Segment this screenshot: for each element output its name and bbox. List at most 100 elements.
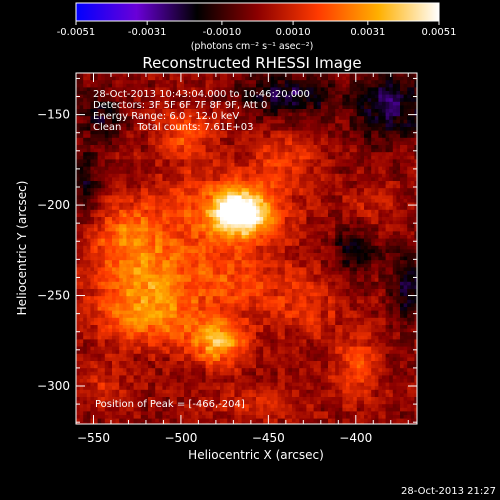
heatmap-cell	[191, 87, 196, 92]
heatmap-cell	[137, 112, 142, 117]
heatmap-cell	[353, 112, 358, 117]
heatmap-cell	[331, 98, 336, 103]
heatmap-cell	[191, 199, 196, 203]
heatmap-cell	[234, 134, 239, 139]
heatmap-cell	[288, 73, 293, 77]
heatmap-cell	[371, 238, 376, 243]
heatmap-cell	[367, 184, 372, 189]
heatmap-cell	[270, 206, 275, 211]
heatmap-cell	[356, 141, 361, 146]
heatmap-cell	[112, 94, 116, 99]
heatmap-cell	[302, 94, 307, 99]
heatmap-cell	[94, 152, 98, 157]
heatmap-cell	[400, 145, 404, 149]
heatmap-cell	[281, 177, 286, 182]
heatmap-cell	[223, 94, 228, 99]
heatmap-cell	[184, 249, 188, 254]
heatmap-cell	[104, 213, 109, 218]
heatmap-cell	[162, 188, 167, 193]
heatmap-cell	[169, 130, 174, 135]
heatmap-cell	[220, 231, 224, 236]
heatmap-cell	[284, 245, 289, 250]
heatmap-cell	[162, 73, 167, 77]
heatmap-cell	[360, 238, 365, 243]
heatmap-cell	[270, 148, 275, 153]
heatmap-cell	[234, 245, 239, 250]
heatmap-cell	[360, 127, 365, 131]
heatmap-cell	[367, 141, 372, 146]
heatmap-cell	[349, 256, 354, 261]
heatmap-cell	[295, 245, 300, 250]
heatmap-cell	[162, 177, 167, 182]
heatmap-cell	[162, 148, 167, 153]
heatmap-cell	[403, 163, 408, 167]
heatmap-cell	[130, 224, 134, 229]
heatmap-cell	[403, 109, 408, 113]
heatmap-cell	[295, 227, 300, 232]
heatmap-cell	[148, 245, 152, 250]
heatmap-cell	[90, 220, 95, 225]
heatmap-cell	[97, 181, 102, 185]
heatmap-cell	[349, 170, 354, 175]
heatmap-cell	[108, 191, 113, 196]
heatmap-cell	[108, 235, 113, 239]
heatmap-cell	[277, 177, 282, 182]
heatmap-cell	[259, 116, 264, 121]
heatmap-cell	[259, 127, 264, 131]
heatmap-cell	[227, 202, 232, 207]
heatmap-cell	[151, 170, 156, 175]
heatmap-cell	[396, 173, 401, 178]
heatmap-cell	[245, 130, 250, 135]
heatmap-cell	[320, 170, 325, 175]
heatmap-cell	[396, 227, 401, 232]
heatmap-cell	[328, 209, 332, 214]
heatmap-cell	[378, 130, 383, 135]
heatmap-cell	[155, 235, 160, 239]
heatmap-cell	[241, 227, 246, 232]
heatmap-cell	[187, 163, 192, 167]
heatmap-cell	[331, 206, 336, 211]
heatmap-cell	[389, 155, 394, 160]
heatmap-cell	[205, 145, 210, 149]
heatmap-cell	[270, 141, 275, 146]
heatmap-cell	[360, 159, 365, 164]
heatmap-cell	[346, 101, 350, 106]
heatmap-cell	[378, 73, 383, 77]
heatmap-cell	[166, 127, 170, 131]
heatmap-cell	[338, 202, 343, 207]
heatmap-cell	[378, 141, 383, 146]
heatmap-cell	[158, 235, 163, 239]
heatmap-cell	[320, 184, 325, 189]
heatmap-cell	[83, 148, 88, 153]
heatmap-cell	[256, 170, 260, 175]
heatmap-cell	[346, 105, 350, 110]
heatmap-cell	[238, 76, 242, 81]
heatmap-cell	[346, 213, 350, 218]
heatmap-cell	[162, 98, 167, 103]
heatmap-cell	[378, 217, 383, 221]
heatmap-cell	[212, 184, 217, 189]
heatmap-cell	[97, 177, 102, 182]
heatmap-cell	[151, 91, 156, 95]
heatmap-cell	[356, 202, 361, 207]
heatmap-cell	[313, 141, 318, 146]
heatmap-cell	[140, 163, 145, 167]
heatmap-cell	[79, 235, 84, 239]
heatmap-cell	[223, 98, 228, 103]
heatmap-cell	[313, 191, 318, 196]
heatmap-cell	[140, 134, 145, 139]
heatmap-cell	[144, 235, 149, 239]
heatmap-cell	[137, 134, 142, 139]
heatmap-cell	[360, 199, 365, 203]
heatmap-cell	[238, 130, 242, 135]
heatmap-cell	[209, 177, 214, 182]
heatmap-cell	[133, 199, 138, 203]
heatmap-cell	[281, 163, 286, 167]
heatmap-cell	[245, 213, 250, 218]
heatmap-cell	[263, 209, 268, 214]
heatmap-cell	[389, 173, 394, 178]
heatmap-cell	[284, 256, 289, 261]
heatmap-cell	[360, 80, 365, 85]
heatmap-cell	[133, 91, 138, 95]
colorbar: -0.0051 -0.0031 -0.0010 0.0010 0.0031 0.0051 …	[57, 2, 457, 52]
